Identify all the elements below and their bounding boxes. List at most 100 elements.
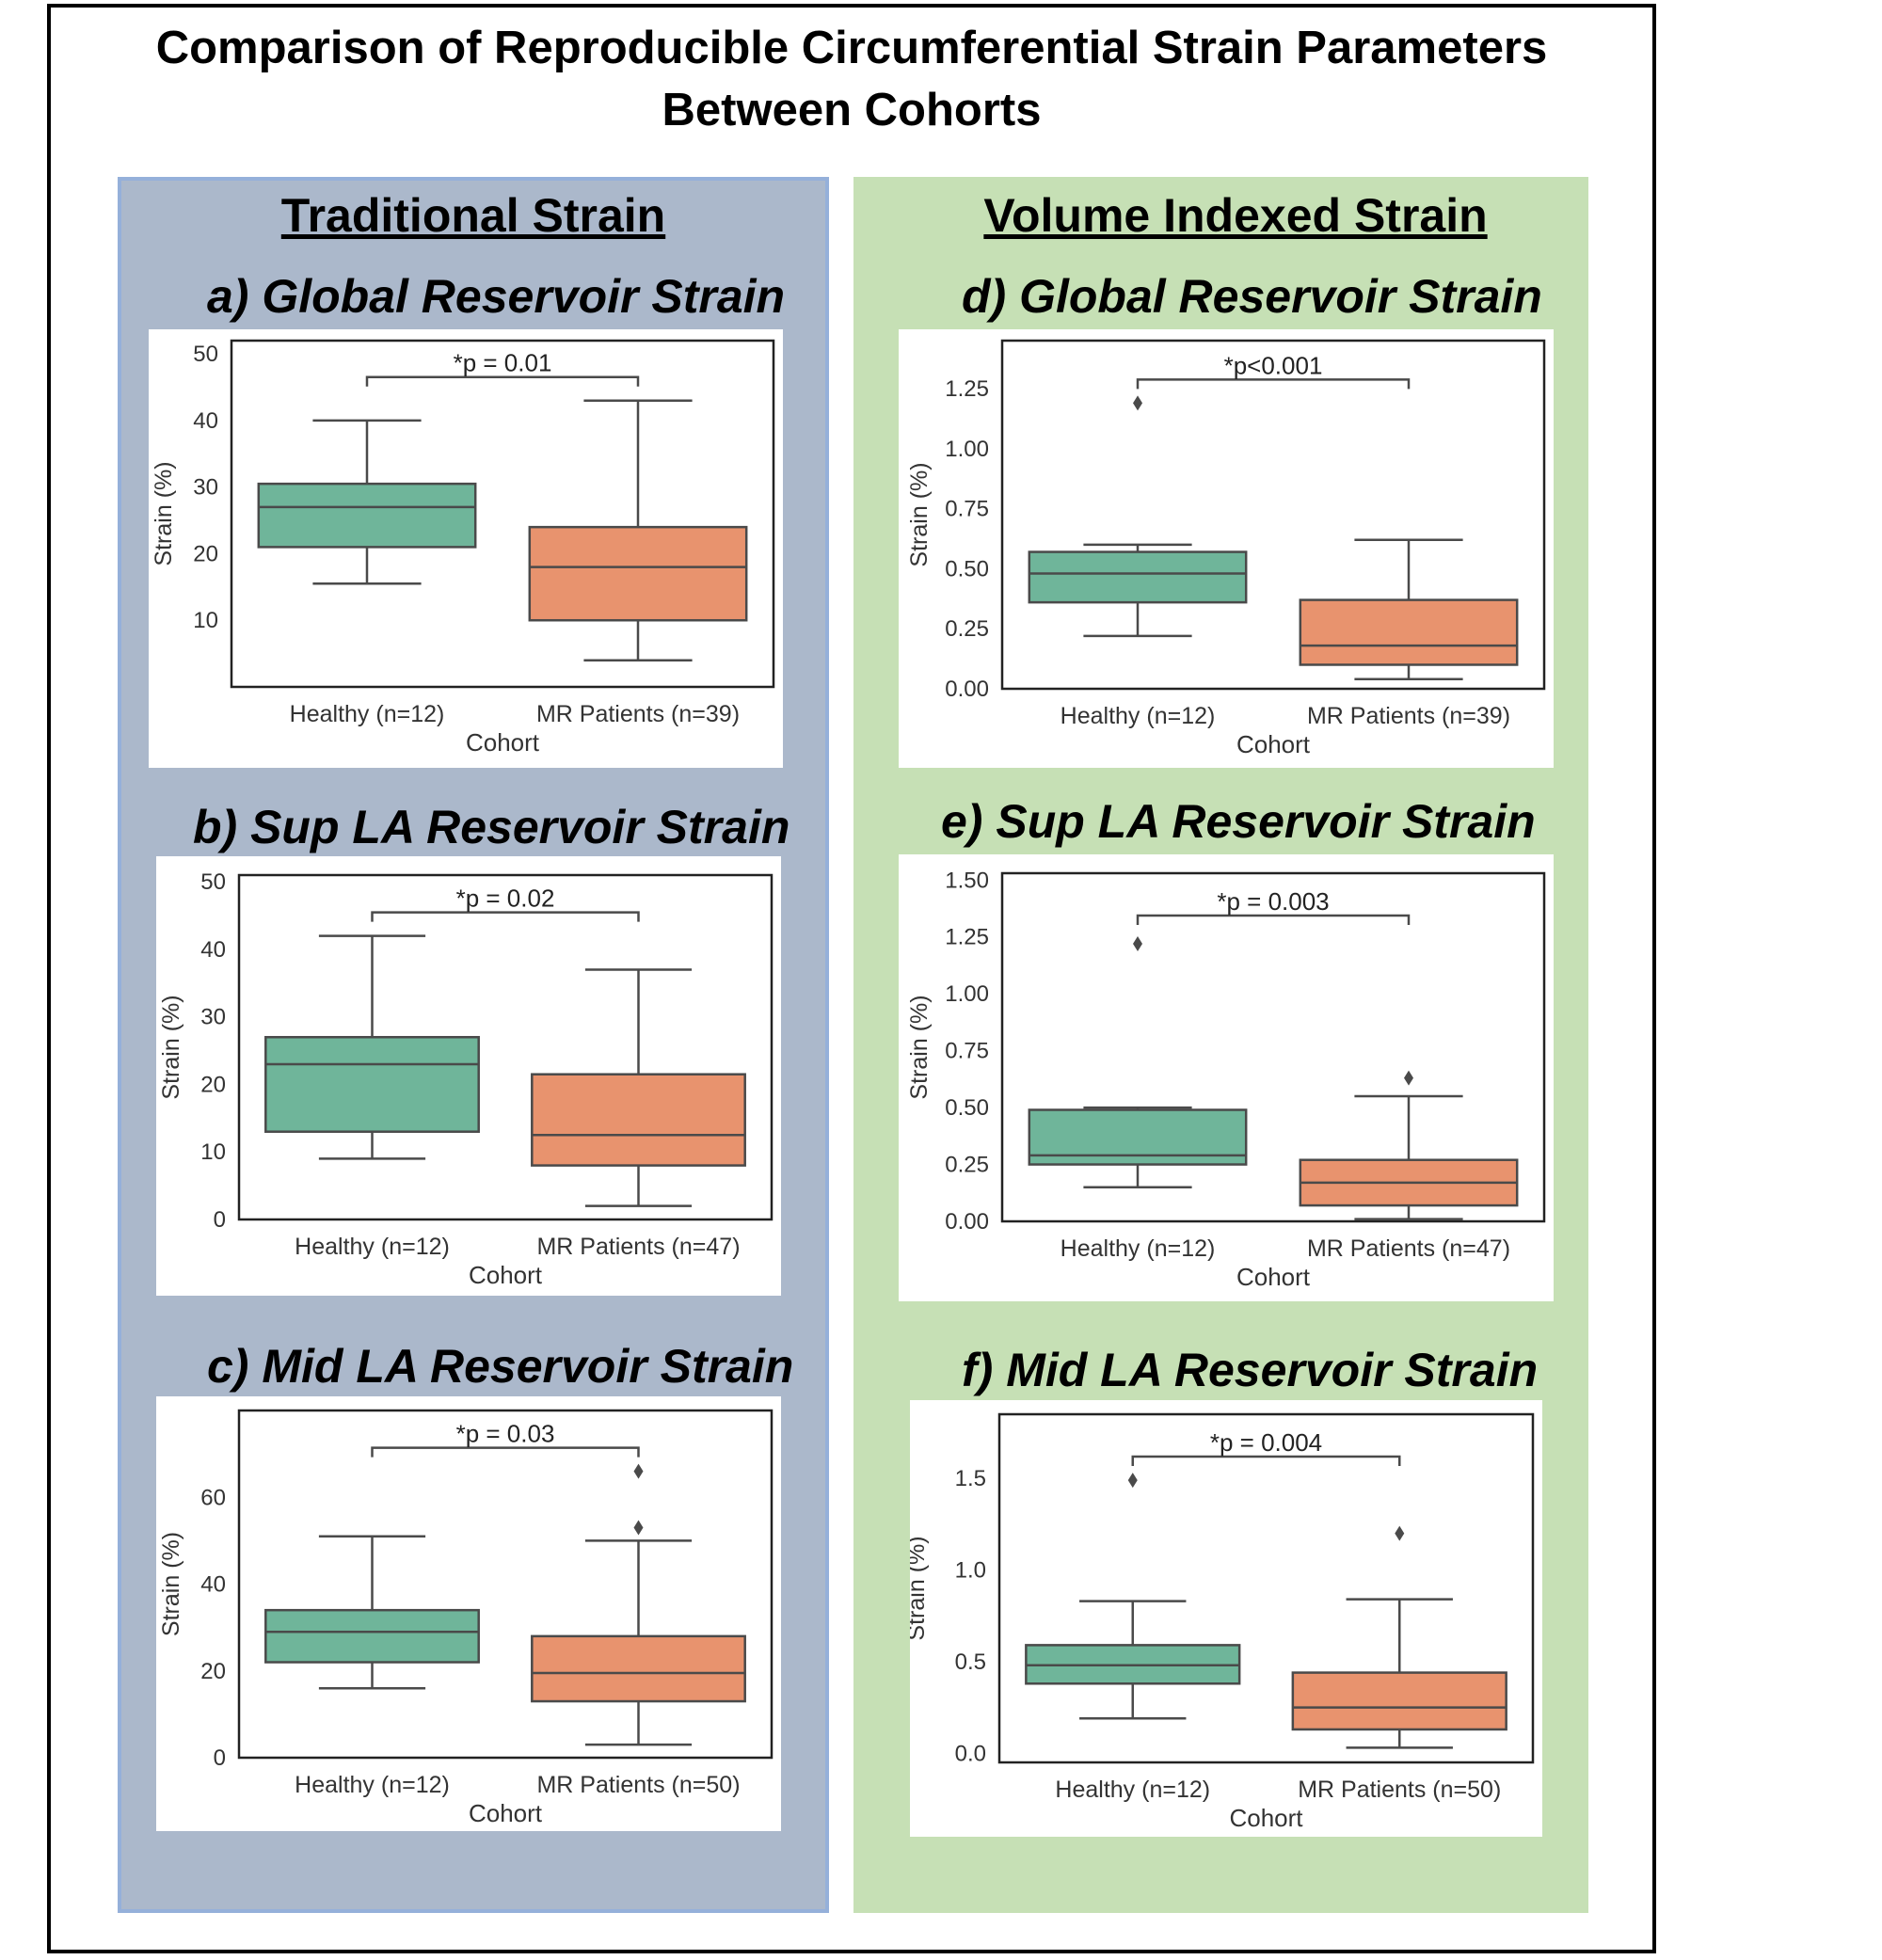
figure-title-line-2: Between Cohorts [662, 85, 1042, 135]
chart-b-title: b) Sup LA Reservoir Strain [193, 801, 790, 853]
x-category-label: MR Patients (n=47) [536, 1234, 740, 1260]
p-value-annotation: *p = 0.004 [1210, 1428, 1322, 1457]
y-tick-label: 1.0 [955, 1558, 986, 1584]
significance-bracket [1136, 378, 1411, 390]
mr-patients-box [1299, 598, 1519, 666]
x-axis-label: Cohort [1236, 1263, 1311, 1291]
outlier-point [1395, 1525, 1405, 1541]
x-category-label: Healthy (n=12) [295, 1772, 450, 1798]
y-tick-label: 30 [200, 1005, 226, 1030]
x-axis-label: Cohort [469, 1261, 543, 1289]
chart-c-title: c) Mid LA Reservoir Strain [207, 1340, 794, 1393]
significance-bracket [1131, 1455, 1401, 1466]
chart-a-title: a) Global Reservoir Strain [207, 270, 786, 323]
y-tick-label: 50 [200, 869, 226, 895]
y-tick-label: 0.50 [945, 1095, 989, 1121]
healthy-box [264, 1608, 480, 1664]
y-tick-label: 10 [200, 1139, 226, 1165]
mr-patients-box [531, 1634, 746, 1703]
p-value-annotation: *p = 0.03 [456, 1420, 555, 1448]
mr-patients-box [528, 525, 748, 622]
chart-e: 0.00 0.25 0.50 0.75 1.00 1.25 1.50 Strain (%) He… [899, 854, 1554, 1301]
y-tick-label: 0.0 [955, 1741, 986, 1766]
significance-bracket [365, 375, 640, 387]
healthy-box [264, 1035, 480, 1133]
chart-a: 10 20 30 40 50 Strain (%) Healthy (n=12) MR Pat… [149, 329, 783, 768]
p-value-annotation: *p = 0.02 [456, 884, 555, 913]
x-category-label: Healthy (n=12) [295, 1234, 450, 1260]
traditional-strain-heading: Traditional Strain [280, 189, 666, 242]
outlier-point [1133, 395, 1142, 411]
y-axis-label: Strain (%) [158, 995, 184, 1099]
healthy-box [257, 482, 477, 549]
healthy-box [1028, 550, 1248, 604]
chart-f: 0.0 0.5 1.0 1.5 Strain (%) Healthy (n=12) MR P… [910, 1400, 1542, 1837]
y-tick-label: 40 [193, 408, 218, 434]
p-value-annotation: *p<0.001 [1224, 351, 1323, 379]
x-category-label: Healthy (n=12) [1055, 1777, 1210, 1803]
y-tick-label: 1.00 [945, 981, 989, 1007]
plot-area [237, 1409, 774, 1760]
outlier-point [1133, 935, 1142, 951]
x-axis-label: Cohort [466, 728, 540, 757]
x-category-label: MR Patients (n=50) [536, 1772, 740, 1798]
x-category-label: Healthy (n=12) [290, 701, 445, 727]
y-tick-label: 20 [200, 1072, 226, 1097]
y-tick-label: 10 [193, 608, 218, 633]
y-tick-label: 30 [193, 475, 218, 501]
x-axis-label: Cohort [469, 1799, 543, 1827]
y-tick-label: 1.25 [945, 376, 989, 402]
significance-bracket [371, 1446, 640, 1458]
volume-indexed-strain-heading: Volume Indexed Strain [983, 189, 1488, 242]
y-tick-label: 40 [200, 1572, 226, 1598]
y-axis-label: Strain (%) [906, 995, 933, 1099]
x-category-label: MR Patients (n=39) [1307, 703, 1510, 729]
p-value-annotation: *p = 0.003 [1217, 887, 1329, 916]
y-tick-label: 1.00 [945, 437, 989, 462]
chart-b: 0 10 20 30 40 50 Strain (%) Healthy (n=12) MR Pa… [156, 856, 781, 1296]
y-tick-label: 0 [214, 1207, 226, 1233]
outlier-point [1404, 1070, 1413, 1086]
y-tick-label: 0.25 [945, 1153, 989, 1178]
chart-d-title: d) Global Reservoir Strain [962, 270, 1542, 323]
y-tick-label: 1.25 [945, 925, 989, 950]
mr-patients-box [531, 1073, 746, 1167]
y-tick-label: 0.5 [955, 1649, 986, 1675]
x-category-label: Healthy (n=12) [1061, 1235, 1216, 1262]
y-tick-label: 0.25 [945, 616, 989, 642]
chart-f-title: f) Mid LA Reservoir Strain [962, 1344, 1539, 1396]
y-tick-label: 0 [214, 1745, 226, 1771]
x-category-label: Healthy (n=12) [1061, 703, 1216, 729]
significance-bracket [371, 911, 640, 922]
mr-patients-box [1291, 1671, 1507, 1731]
y-axis-label: Strain (%) [910, 1536, 930, 1640]
y-tick-label: 20 [193, 541, 218, 566]
y-tick-label: 0.50 [945, 556, 989, 582]
outlier-point [633, 1463, 644, 1479]
x-category-label: MR Patients (n=50) [1298, 1777, 1501, 1803]
outlier-point [1127, 1473, 1138, 1489]
p-value-annotation: *p = 0.01 [454, 349, 552, 377]
y-axis-label: Strain (%) [906, 462, 933, 566]
chart-e-title: e) Sup LA Reservoir Strain [941, 795, 1536, 848]
x-category-label: MR Patients (n=39) [536, 701, 740, 727]
y-tick-label: 50 [193, 342, 218, 367]
y-tick-label: 1.5 [955, 1466, 986, 1491]
x-axis-label: Cohort [1236, 730, 1311, 758]
significance-bracket [1136, 914, 1411, 925]
y-tick-label: 40 [200, 937, 226, 963]
figure-title-line-1: Comparison of Reproducible Circumferenti… [155, 23, 1548, 73]
y-axis-label: Strain (%) [151, 461, 177, 566]
y-tick-label: 1.50 [945, 868, 989, 893]
y-tick-label: 0.00 [945, 1209, 989, 1235]
chart-d: 0.00 0.25 0.50 0.75 1.00 1.25 Strain (%) Health… [899, 329, 1554, 768]
y-tick-label: 0.75 [945, 497, 989, 522]
y-tick-label: 0.75 [945, 1039, 989, 1064]
outlier-point [633, 1520, 644, 1536]
figure-title: Comparison of Reproducible Circumferenti… [47, 17, 1656, 141]
y-axis-label: Strain (%) [158, 1532, 184, 1636]
y-tick-label: 0.00 [945, 677, 989, 702]
chart-c: 0 20 40 60 Strain (%) Healthy (n=12) MR Patien… [156, 1396, 781, 1831]
x-category-label: MR Patients (n=47) [1307, 1235, 1510, 1262]
y-tick-label: 20 [200, 1659, 226, 1684]
